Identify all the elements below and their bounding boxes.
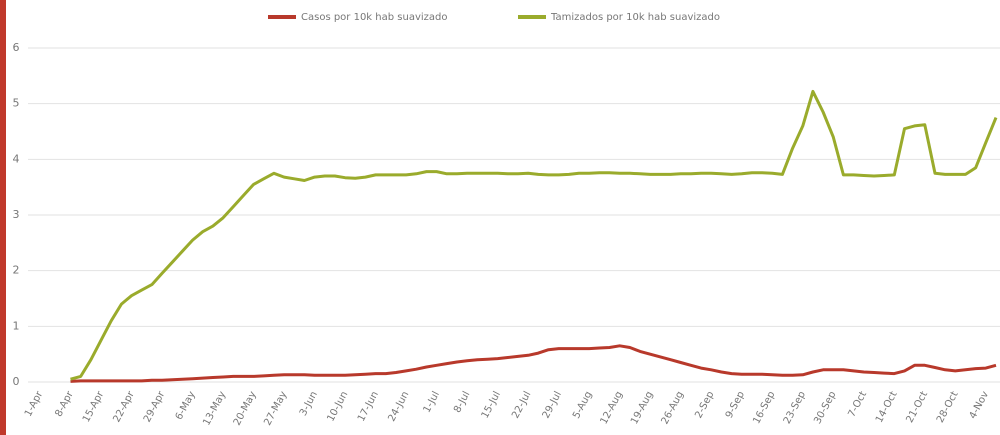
x-tick-label: 8-Apr [53, 389, 76, 419]
y-tick-label: 5 [13, 97, 20, 110]
x-tick-label: 3-Jun [298, 390, 320, 418]
x-tick-label: 22-Jul [510, 390, 533, 421]
x-tick-label: 17-Jun [356, 390, 381, 424]
y-tick-label: 1 [13, 319, 20, 332]
left-accent [0, 0, 6, 435]
x-tick-label: 6-May [174, 390, 198, 422]
y-tick-label: 6 [13, 41, 20, 54]
x-tick-label: 13-May [201, 390, 228, 428]
y-tick-label: 3 [13, 208, 20, 221]
x-tick-label: 14-Oct [874, 390, 900, 425]
x-tick-label: 15-Jul [480, 390, 503, 421]
x-tick-label: 29-Jul [541, 390, 564, 421]
x-tick-label: 1-Jul [422, 390, 442, 415]
x-tick-label: 27-May [262, 390, 289, 428]
x-tick-label: 4-Nov [968, 390, 992, 421]
x-tick-label: 16-Sep [751, 390, 777, 426]
x-tick-label: 15-Apr [81, 389, 107, 424]
x-tick-label: 1-Apr [23, 389, 46, 419]
y-tick-label: 2 [13, 264, 20, 277]
x-tick-label: 21-Oct [904, 390, 930, 425]
x-tick-label: 26-Aug [660, 390, 686, 427]
x-tick-label: 22-Apr [111, 389, 137, 424]
x-tick-label: 23-Sep [782, 390, 808, 426]
legend-label: Casos por 10k hab suavizado [301, 12, 447, 23]
x-tick-label: 10-Jun [325, 390, 350, 424]
y-tick-label: 0 [13, 375, 20, 388]
series-line [70, 89, 998, 381]
y-tick-label: 4 [13, 152, 20, 165]
x-tick-label: 5-Aug [571, 390, 594, 421]
x-tick-label: 28-Oct [935, 390, 961, 425]
x-tick-label: 30-Sep [812, 390, 838, 426]
x-tick-label: 20-May [232, 390, 259, 428]
x-tick-label: 19-Aug [629, 390, 655, 427]
x-tick-label: 12-Aug [599, 390, 625, 427]
x-tick-label: 8-Jul [452, 390, 472, 415]
x-tick-label: 24-Jun [386, 390, 411, 424]
legend-label: Tamizados por 10k hab suavizado [550, 12, 720, 23]
x-tick-label: 7-Oct [846, 390, 869, 420]
x-tick-label: 29-Apr [142, 389, 168, 424]
x-tick-label: 2-Sep [693, 390, 716, 421]
series-line [70, 344, 997, 383]
x-tick-label: 9-Sep [724, 390, 747, 421]
